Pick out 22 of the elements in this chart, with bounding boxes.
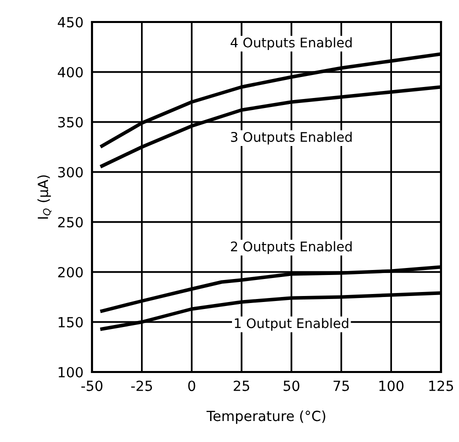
- series-label: 4 Outputs Enabled: [230, 37, 352, 50]
- x-tick-label: 50: [284, 380, 300, 392]
- x-tick-label: 0: [188, 380, 196, 392]
- y-tick-label: 450: [58, 16, 83, 28]
- x-tick-label: 125: [429, 380, 454, 392]
- y-axis-title: I$_{Q}$ (μA): [37, 175, 52, 219]
- y-tick-label: 150: [58, 316, 83, 328]
- y-tick-label: 350: [58, 116, 83, 128]
- x-axis-title: Temperature (°C): [206, 410, 326, 424]
- y-tick-label: 400: [58, 66, 83, 78]
- y-tick-label: 250: [58, 216, 83, 228]
- y-tick-label: 100: [58, 366, 83, 378]
- x-tick-label: 100: [379, 380, 404, 392]
- series-label: 3 Outputs Enabled: [231, 132, 352, 144]
- y-tick-label: 300: [58, 166, 83, 178]
- series-label: 1 Output Enabled: [234, 318, 348, 331]
- x-tick-label: -25: [131, 380, 152, 392]
- x-tick-label: 75: [334, 380, 349, 392]
- x-tick-label: 25: [234, 380, 250, 392]
- y-tick-label: 200: [58, 266, 83, 278]
- series-label: 2 Outputs Enabled: [230, 241, 352, 254]
- x-tick-label: -50: [81, 380, 102, 392]
